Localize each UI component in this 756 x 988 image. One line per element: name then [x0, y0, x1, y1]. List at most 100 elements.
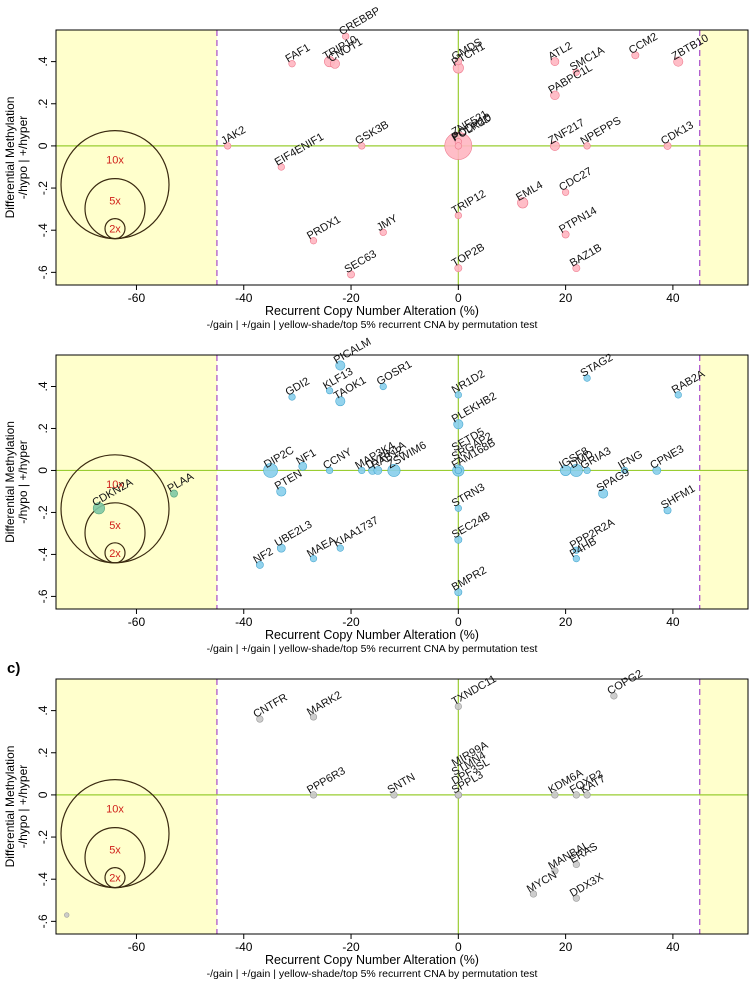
- x-tick-label: 0: [455, 940, 462, 954]
- gene-label-txndc11: TXNDC11: [450, 673, 499, 708]
- x-tick-label: -60: [128, 291, 146, 305]
- y-tick-label: -.6: [36, 914, 50, 928]
- point-manbal: [551, 867, 559, 875]
- x-axis-title: Recurrent Copy Number Alteration (%): [265, 628, 479, 642]
- gene-label-cntfr: CNTFR: [251, 692, 289, 721]
- legend-circle-2x: [104, 867, 126, 889]
- point-pabpc1l: [550, 90, 560, 101]
- point-ccm2: [631, 51, 640, 60]
- point-p4hb: [572, 555, 580, 563]
- point-gosr1: [379, 382, 387, 391]
- y-axis-subtitle: -/hypo | +/hyper: [16, 116, 30, 200]
- gene-label-ccny: CCNY: [321, 446, 355, 472]
- legend-label-2x: 2x: [109, 873, 121, 885]
- point-sec24b: [454, 535, 463, 544]
- point-ccny: [325, 466, 334, 475]
- gene-label-faf1: FAF1: [284, 42, 313, 66]
- point-rab12: [373, 466, 383, 475]
- point-kiaa1737: [336, 544, 344, 552]
- gene-label-atl2: ATL2: [546, 40, 574, 63]
- x-axis-caption: -/gain | +/gain | yellow-shade/top 5% re…: [207, 643, 538, 655]
- x-axis-caption: -/gain | +/gain | yellow-shade/top 5% re…: [207, 968, 538, 980]
- legend-label-2x: 2x: [109, 548, 121, 560]
- y-tick-label: -.2: [36, 505, 50, 519]
- point-maea: [309, 555, 318, 563]
- x-tick-label: 0: [455, 615, 462, 629]
- y-axis-title: Differential Methylation: [3, 97, 17, 219]
- point-zswim6: [387, 463, 401, 477]
- shade-left: [56, 30, 217, 285]
- x-tick-label: 20: [559, 940, 573, 954]
- point-eml4: [517, 197, 529, 209]
- point-cpne3: [652, 466, 662, 475]
- legend-label-5x: 5x: [109, 845, 121, 857]
- gene-label-sntn: SNTN: [385, 771, 417, 796]
- gene-label-eml4: EML4: [514, 179, 545, 204]
- point-ptpn14: [561, 230, 570, 239]
- point-rab2a: [674, 391, 682, 399]
- legend-label-10x: 10x: [106, 155, 124, 167]
- point-map3k4: [358, 466, 366, 475]
- point-taok1: [335, 396, 346, 407]
- y-axis-subtitle: -/hypo | +/hyper: [16, 440, 30, 524]
- gene-label-nr1d2: NR1D2: [450, 368, 487, 396]
- point-kdm6a: [551, 791, 559, 799]
- plot-frame: [55, 29, 749, 286]
- y-axis-subtitle: -/hypo | +/hyper: [16, 765, 30, 849]
- legend-label-10x: 10x: [106, 479, 124, 491]
- gene-label-eif4enif1: EIF4ENIF1: [273, 131, 326, 169]
- y-tick-label: -.4: [36, 547, 50, 561]
- gene-label-kiaa1737: KIAA1737: [332, 515, 381, 550]
- point-cntfr: [256, 715, 264, 723]
- point-znf521: [454, 142, 462, 150]
- gene-label-maea: MAEA: [305, 534, 339, 560]
- gene-label-cdc27: CDC27: [557, 165, 594, 193]
- figure-label-c: c): [7, 660, 20, 677]
- point-mycn: [529, 890, 538, 898]
- gene-label-trip12: TRIP12: [450, 188, 488, 217]
- gene-label-sec24b: SEC24B: [450, 510, 493, 541]
- point-cnot1: [329, 58, 340, 69]
- gene-label-npepps: NPEPPS: [579, 115, 624, 148]
- gene-label-gsk3b: GSK3B: [353, 119, 391, 148]
- gene-label-crebbp: CREBBP: [337, 5, 382, 38]
- y-axis-title: Differential Methylation: [3, 746, 17, 868]
- point-igsf8: [560, 464, 572, 476]
- point-znf217: [549, 140, 560, 151]
- gene-label-dip2c: DIP2C: [262, 444, 296, 471]
- point-ube2l3: [276, 543, 286, 553]
- y-axis-title: Differential Methylation: [3, 421, 17, 543]
- x-tick-label: 40: [666, 940, 680, 954]
- gene-label-ube2l3: UBE2L3: [273, 519, 314, 550]
- point-dip2c: [263, 463, 278, 478]
- gene-label-ddx3x: DDX3X: [568, 871, 606, 900]
- gene-label-sec63: SEC63: [343, 248, 379, 276]
- point-stag2: [583, 374, 591, 382]
- point-crebbp: [342, 32, 350, 40]
- point-jmy: [379, 228, 387, 236]
- point-plekhb2: [453, 419, 464, 430]
- gene-label-ccm2: CCM2: [627, 31, 660, 57]
- point-cdk13: [663, 141, 672, 150]
- y-tick-label: -.4: [36, 872, 50, 886]
- point-ddx3x: [572, 894, 580, 902]
- point-pten: [276, 486, 287, 497]
- gene-label-ptpn14: PTPN14: [557, 205, 599, 236]
- point-strn3: [454, 504, 462, 512]
- point-baz1b: [572, 264, 581, 273]
- point-klf13: [325, 387, 334, 395]
- x-tick-label: -60: [128, 940, 146, 954]
- point-prdx1: [309, 237, 318, 245]
- point-sntn: [390, 791, 398, 799]
- point-cdkn2a: [92, 502, 105, 515]
- point-zbtb10: [673, 56, 684, 67]
- x-axis-title: Recurrent Copy Number Alteration (%): [265, 953, 479, 967]
- gene-label-copg2: COPG2: [605, 668, 644, 698]
- legend-circle-2x: [104, 218, 126, 240]
- point-spag9: [598, 488, 609, 499]
- y-tick-label: 0: [36, 467, 50, 474]
- point-unlabeled: [64, 912, 70, 918]
- point-kat7: [583, 791, 591, 799]
- point-ifng: [621, 466, 629, 475]
